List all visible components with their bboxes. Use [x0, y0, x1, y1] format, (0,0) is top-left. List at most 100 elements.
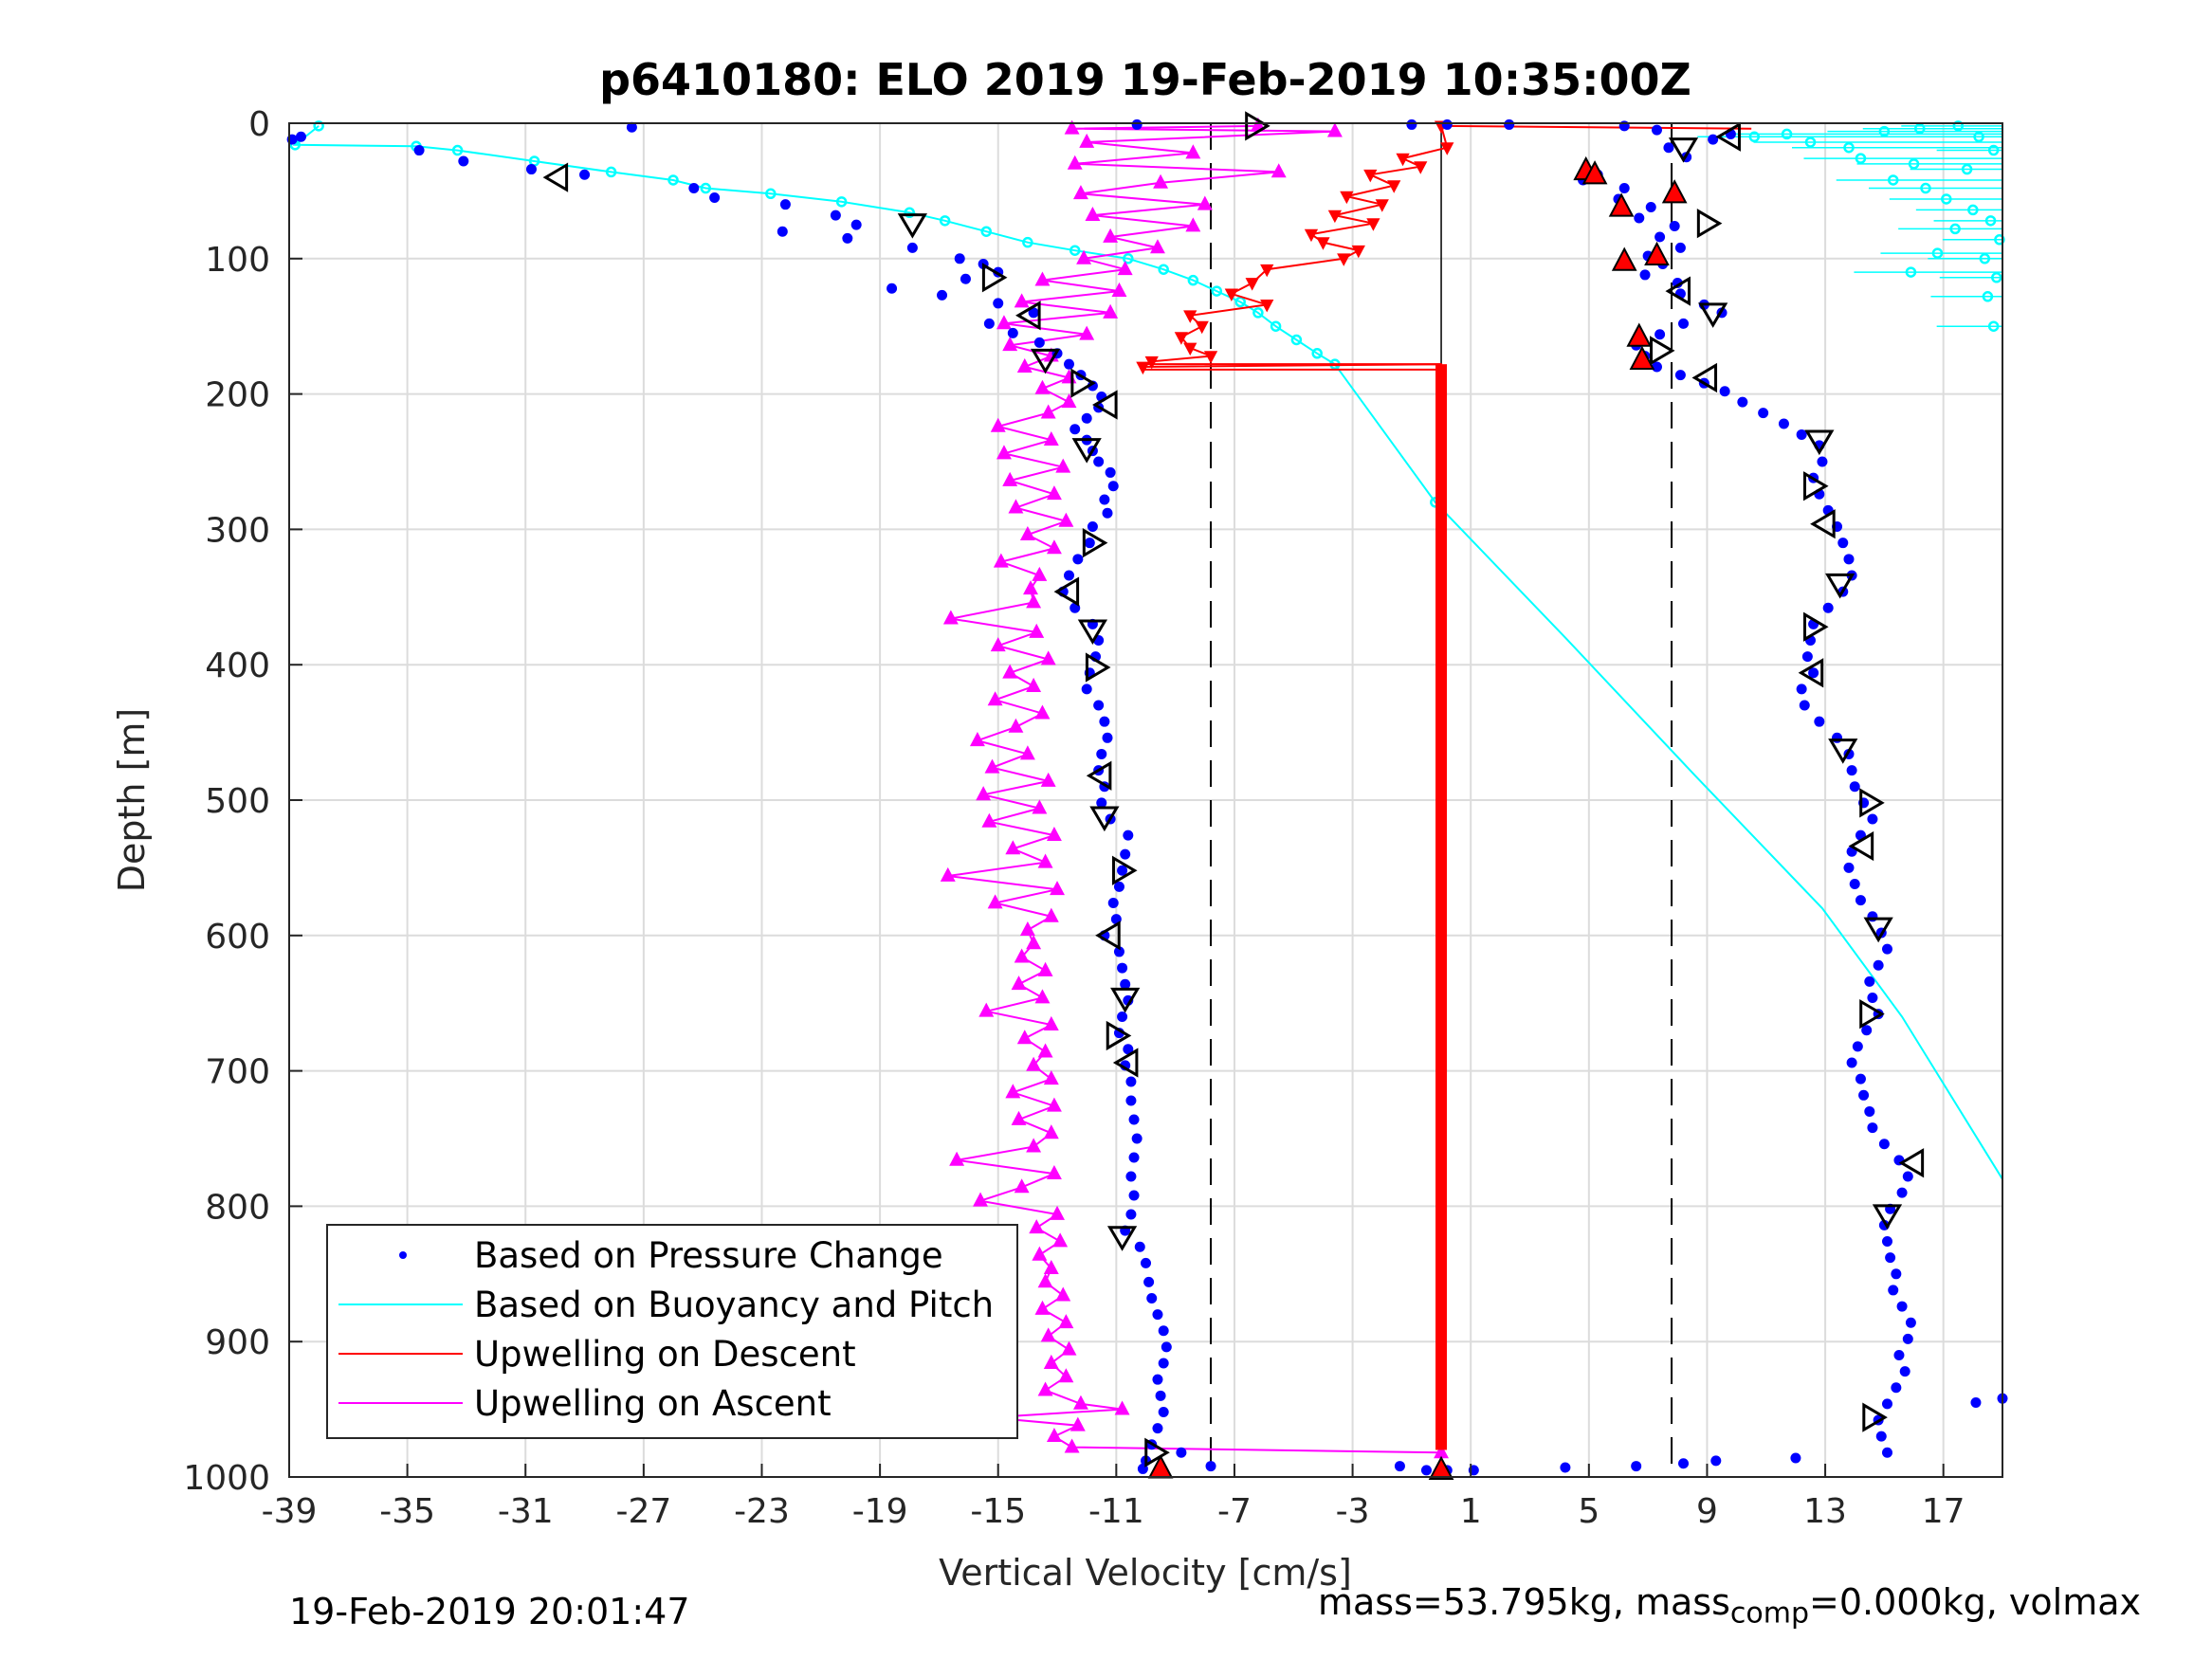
upwelling-ascent-marker — [1008, 499, 1024, 514]
buoyancy-pitch-point — [980, 226, 993, 237]
pressure-change-point — [413, 145, 425, 156]
upwelling-ascent-marker — [1043, 1015, 1059, 1030]
pressure-change-point — [1504, 118, 1515, 130]
pressure-change-point — [1096, 797, 1107, 809]
x-tick-label: -23 — [734, 1492, 790, 1531]
upwelling-ascent-marker — [1326, 122, 1343, 137]
upwelling-ascent-marker — [990, 637, 1006, 652]
buoyancy-pitch-point — [1252, 307, 1264, 319]
buoyancy-pitch-point — [1984, 215, 1997, 227]
pressure-change-point — [1099, 494, 1110, 505]
upwelling-descent-marker — [1304, 228, 1319, 243]
pressure-change-point — [1799, 700, 1810, 711]
buoyancy-pitch-point — [1123, 253, 1134, 264]
upwelling-ascent-marker — [1046, 826, 1062, 842]
pressure-change-point — [295, 131, 306, 142]
mass-subscript: comp — [1729, 1596, 1810, 1631]
upwelling-ascent-marker — [1046, 485, 1062, 501]
upwelling-ascent-marker — [1023, 580, 1038, 595]
pressure-change-point — [1120, 848, 1131, 860]
pressure-change-point — [1881, 1447, 1892, 1458]
buoyancy-pitch-point — [1211, 285, 1223, 297]
pressure-change-point — [1678, 1458, 1690, 1469]
open-triangle-marker — [1082, 528, 1108, 558]
buoyancy-pitch-point — [605, 166, 617, 178]
open-triangle-marker — [1106, 1020, 1132, 1051]
upwelling-ascent-marker — [1002, 664, 1018, 679]
pressure-change-point — [1120, 978, 1131, 990]
pressure-change-point — [1674, 370, 1686, 381]
upwelling-descent-marker — [1174, 332, 1189, 345]
upwelling-ascent-marker — [1064, 1438, 1080, 1453]
upwelling-ascent-marker — [1026, 1056, 1042, 1071]
upwelling-ascent-marker — [1037, 1273, 1053, 1288]
pressure-change-point — [993, 298, 1004, 309]
upwelling-ascent-marker — [1197, 195, 1213, 210]
upwelling-descent-marker — [1260, 264, 1274, 278]
pressure-change-point — [458, 155, 469, 167]
upwelling-ascent-marker — [1150, 239, 1165, 254]
pressure-change-point — [983, 318, 995, 329]
upwelling-descent-marker — [1414, 161, 1428, 174]
open-triangle-marker — [1859, 788, 1885, 818]
open-triangle-marker — [1898, 1148, 1925, 1178]
y-tick-label: 500 — [205, 782, 270, 821]
x-axis-ticks: -39 -35 -31 -27 -23 -19 -15 -11 -7 -3 1 5 9 13 17 — [262, 1464, 1965, 1531]
pressure-change-point — [1128, 1190, 1140, 1201]
pressure-change-point — [1669, 221, 1680, 232]
pressure-change-point — [1161, 1341, 1172, 1353]
pressure-change-point — [525, 164, 537, 175]
pressure-change-point — [1891, 1268, 1902, 1280]
buoyancy-pitch-point — [1290, 334, 1303, 346]
pressure-change-point — [1843, 862, 1855, 873]
x-tick-label: -35 — [379, 1492, 435, 1531]
buoyancy-pitch-point — [1914, 122, 1926, 135]
pressure-change-point — [1087, 521, 1098, 533]
legend-label: Upwelling on Descent — [474, 1334, 856, 1375]
buoyancy-pitch-point — [1887, 174, 1899, 186]
open-triangle-marker — [1691, 362, 1718, 393]
buoyancy-pitch-point — [1022, 236, 1033, 248]
buoyancy-pitch-point — [667, 174, 679, 186]
buoyancy-pitch-point — [1908, 158, 1920, 170]
open-triangle-marker — [1070, 368, 1096, 398]
buoyancy-pitch-point — [1905, 266, 1917, 278]
open-triangle-marker — [1665, 276, 1691, 306]
upwelling-descent-connector — [1441, 124, 1752, 130]
pressure-change-point — [1176, 1447, 1187, 1458]
upwelling-ascent-marker — [1085, 206, 1101, 222]
open-triangle-marker — [1872, 1204, 1903, 1230]
pressure-change-point — [709, 192, 721, 204]
pressure-change-point — [1867, 911, 1878, 922]
pressure-change-point — [1801, 651, 1813, 663]
upwelling-descent-marker — [1375, 199, 1389, 212]
pressure-change-point — [1902, 1171, 1913, 1182]
pressure-change-point — [1645, 202, 1656, 213]
pressure-change-point — [1758, 408, 1769, 419]
buoyancy-pitch-point — [1987, 320, 2000, 332]
pressure-change-point — [1618, 183, 1630, 194]
upwelling-ascent-marker — [1067, 155, 1083, 170]
pressure-change-point — [1896, 1187, 1908, 1198]
open-triangle-marker — [542, 162, 569, 192]
y-tick-label: 900 — [205, 1323, 270, 1362]
buoyancy-pitch-point — [700, 182, 712, 194]
upwelling-ascent-marker — [1032, 799, 1048, 814]
pressure-change-point — [1864, 1105, 1875, 1117]
upwelling-ascent-marker — [1052, 1232, 1069, 1248]
open-triangle-marker — [1030, 348, 1061, 374]
pressure-change-point — [1406, 118, 1417, 130]
pressure-change-point — [1158, 1406, 1169, 1417]
pressure-change-point — [1881, 1398, 1892, 1410]
upwelling-ascent-marker — [1043, 431, 1059, 447]
upwelling-descent-marker — [1195, 320, 1209, 335]
pressure-change-point — [1878, 1139, 1890, 1150]
pressure-change-point — [830, 210, 841, 221]
upwelling-descent-marker — [1224, 288, 1238, 301]
upwelling-ascent-marker — [1046, 1164, 1062, 1180]
pressure-change-point — [1832, 732, 1843, 743]
open-triangle-marker — [1810, 509, 1836, 539]
pressure-change-point — [1113, 946, 1124, 957]
pressure-change-point — [1063, 570, 1074, 581]
buoyancy-pitch-point — [1878, 125, 1891, 137]
